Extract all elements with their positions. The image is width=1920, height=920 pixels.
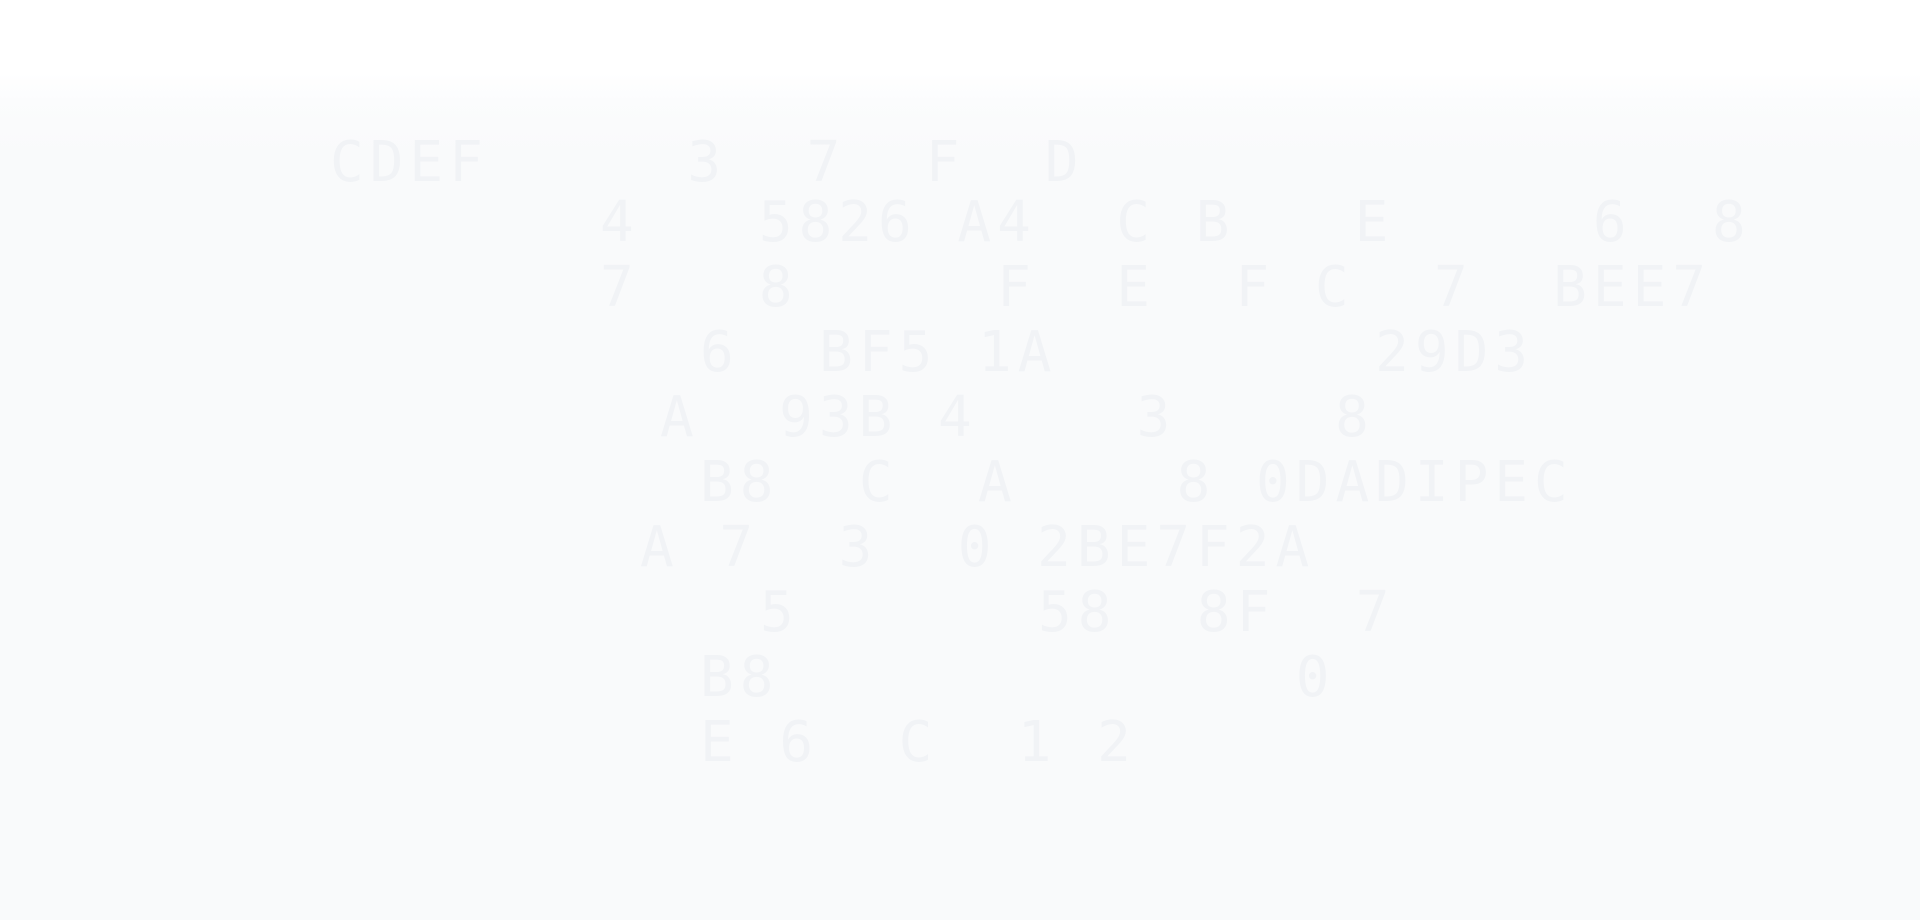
glyph-row-8: 5 58 8F 7: [760, 580, 1396, 645]
blank-header-area: [0, 0, 1920, 104]
glyph-row-5: A 93B 4 3 8: [660, 385, 1375, 450]
glyph-row-10: E 6 C 1 2: [700, 710, 1137, 775]
glyph-row-9: B8 0: [700, 645, 1455, 710]
glyph-row-2: 4 5826 A4 C B E 6 8: [600, 190, 1752, 255]
glyph-row-1: CDEF 3 7 F D: [330, 130, 1085, 195]
glyph-row-3: 7 8 F E F C 7 BEE7: [600, 255, 1713, 320]
glyph-row-4: 6 BF5 1A 29D3: [700, 320, 1535, 385]
header-fade: [0, 98, 1920, 154]
glyph-row-7: A 7 3 0 2BE7F2A: [640, 515, 1316, 580]
glyph-row-6: B8 C A 8 0DADIPEC: [700, 450, 1574, 515]
